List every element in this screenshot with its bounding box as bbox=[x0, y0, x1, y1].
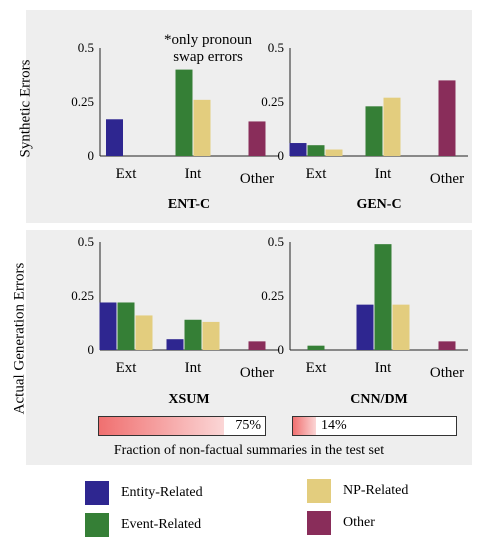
chart-2-bar bbox=[99, 302, 117, 350]
chart-0-title: ENT-C bbox=[168, 197, 210, 212]
chart-3-title: CNN/DM bbox=[350, 392, 408, 407]
chart-3-bar bbox=[374, 244, 392, 350]
chart-1-bar bbox=[365, 106, 383, 156]
chart-3-category-label: Other bbox=[430, 365, 464, 381]
xsum-fraction-bar: 75% bbox=[98, 416, 266, 436]
chart-3-bar bbox=[356, 304, 374, 350]
chart-0-ytick-label: 0.5 bbox=[78, 40, 94, 55]
legend-label-entity: Entity-Related bbox=[121, 485, 203, 500]
chart-2-ytick-label: 0.5 bbox=[78, 234, 94, 249]
chart-2-category-label: Other bbox=[240, 365, 274, 381]
chart-3-ytick-label: 0.25 bbox=[261, 288, 284, 303]
xsum-fraction-fill bbox=[99, 417, 224, 435]
annotation-line: swap errors bbox=[173, 49, 243, 65]
chart-1-ytick-label: 0 bbox=[278, 148, 285, 163]
legend-label-other: Other bbox=[343, 515, 375, 530]
chart-1-category-label: Int bbox=[375, 166, 392, 182]
chart-2-category-label: Ext bbox=[116, 360, 138, 376]
chart-0-ytick-label: 0 bbox=[88, 148, 95, 163]
chart-1-bar bbox=[383, 97, 401, 156]
chart-3-bar bbox=[438, 341, 456, 350]
chart-3-category-label: Ext bbox=[306, 360, 328, 376]
chart-3-ytick-label: 0.5 bbox=[268, 234, 284, 249]
chart-1-category-label: Other bbox=[430, 171, 464, 187]
cnndm-fraction-label: 14% bbox=[321, 418, 347, 433]
chart-2-ytick-label: 0 bbox=[88, 342, 95, 357]
chart-2-bar bbox=[117, 302, 135, 350]
xsum-fraction-label: 75% bbox=[235, 418, 261, 433]
chart-1-bar bbox=[289, 143, 307, 156]
chart-2-category-label: Int bbox=[185, 360, 202, 376]
chart-3-bar bbox=[307, 345, 325, 350]
chart-3-category-label: Int bbox=[375, 360, 392, 376]
chart-1-bar bbox=[307, 145, 325, 156]
chart-0-category-label: Ext bbox=[116, 166, 138, 182]
chart-0-bar bbox=[106, 119, 123, 156]
chart-2-ytick-label: 0.25 bbox=[71, 288, 94, 303]
chart-2-bar bbox=[166, 339, 184, 350]
chart-2-title: XSUM bbox=[168, 392, 209, 407]
legend-swatch-entity bbox=[85, 481, 109, 505]
chart-2-bar bbox=[135, 315, 153, 350]
legend-swatch-other bbox=[307, 511, 331, 535]
chart-0-bar bbox=[248, 121, 266, 156]
legend-swatch-event bbox=[85, 513, 109, 537]
chart-1-title: GEN-C bbox=[356, 197, 401, 212]
chart-2-bar bbox=[248, 341, 266, 350]
chart-1-ytick-label: 0.25 bbox=[261, 94, 284, 109]
legend-label-event: Event-Related bbox=[121, 517, 202, 532]
chart-1-bar bbox=[438, 80, 456, 156]
cnndm-fraction-bar: 14% bbox=[292, 416, 457, 436]
chart-2-bar bbox=[202, 321, 220, 350]
chart-2-bar bbox=[184, 319, 202, 350]
cnndm-fraction-fill bbox=[293, 417, 316, 435]
chart-3-bar bbox=[392, 304, 410, 350]
chart-1-ytick-label: 0.5 bbox=[268, 40, 284, 55]
chart-1-category-label: Ext bbox=[306, 166, 328, 182]
chart-0-bar bbox=[175, 69, 193, 156]
fraction-caption: Fraction of non-factual summaries in the… bbox=[113, 443, 385, 458]
chart-0-ytick-label: 0.25 bbox=[71, 94, 94, 109]
chart-0-category-label: Int bbox=[185, 166, 202, 182]
chart-0-bar bbox=[193, 99, 211, 156]
chart-3-ytick-label: 0 bbox=[278, 342, 285, 357]
legend-swatch-np bbox=[307, 479, 331, 503]
annotation-line: *only pronoun bbox=[164, 32, 252, 48]
chart-1-bar bbox=[325, 149, 343, 156]
chart-0-category-label: Other bbox=[240, 171, 274, 187]
legend-label-np: NP-Related bbox=[343, 483, 409, 498]
